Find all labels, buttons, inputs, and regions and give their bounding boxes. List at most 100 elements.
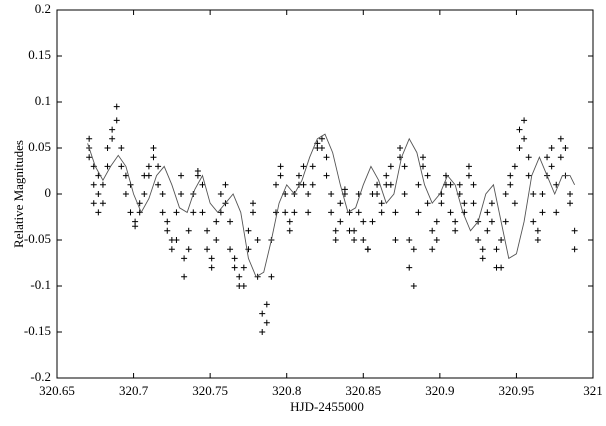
data-point	[452, 227, 459, 234]
data-point	[240, 283, 247, 289]
data-point	[438, 200, 445, 207]
data-point	[204, 227, 211, 234]
data-point	[150, 145, 157, 151]
data-point	[539, 191, 546, 197]
data-point	[155, 163, 162, 170]
data-point	[181, 273, 188, 280]
data-point	[571, 227, 578, 234]
data-point	[90, 200, 97, 207]
data-point	[109, 126, 116, 133]
data-point	[231, 255, 238, 262]
data-point	[525, 172, 532, 179]
data-point	[470, 181, 477, 188]
data-point	[548, 145, 555, 151]
data-point	[406, 237, 413, 243]
data-point	[150, 154, 157, 161]
data-point	[328, 209, 335, 216]
data-point	[181, 255, 188, 262]
x-tick-label: 320.75	[192, 383, 228, 398]
data-point	[227, 218, 234, 225]
data-point	[484, 227, 491, 234]
data-point	[461, 200, 468, 207]
data-point	[511, 163, 518, 170]
data-point	[557, 154, 564, 161]
data-point	[567, 191, 574, 197]
data-point	[479, 246, 486, 253]
data-point	[516, 145, 523, 151]
data-point	[553, 209, 560, 216]
data-point	[351, 237, 358, 243]
data-point	[113, 117, 120, 124]
data-point	[567, 200, 574, 207]
data-point	[145, 163, 152, 170]
data-point	[305, 191, 312, 197]
data-point	[185, 227, 192, 234]
model-curve	[87, 133, 576, 278]
data-point	[272, 181, 279, 188]
data-point	[194, 168, 201, 174]
data-point	[250, 200, 257, 207]
x-tick-label: 320.85	[345, 383, 381, 398]
data-point	[250, 209, 257, 216]
data-point	[525, 154, 532, 161]
data-point	[259, 310, 266, 317]
data-point	[185, 246, 192, 253]
data-point	[346, 209, 353, 216]
data-point	[530, 191, 537, 197]
data-point	[309, 163, 316, 170]
data-point	[420, 163, 427, 170]
data-point	[383, 172, 390, 179]
data-point	[217, 191, 224, 197]
data-point	[562, 145, 569, 151]
data-point	[104, 163, 111, 170]
x-tick-label: 321	[583, 383, 603, 398]
data-point	[263, 301, 270, 308]
data-point	[145, 172, 152, 179]
data-point	[493, 246, 500, 253]
data-point	[300, 181, 307, 188]
x-tick-label: 320.65	[39, 383, 75, 398]
x-tick-label: 320.7	[119, 383, 149, 398]
data-point	[530, 218, 537, 225]
data-point	[479, 255, 486, 262]
data-point	[332, 227, 339, 234]
data-point	[424, 200, 431, 207]
data-point	[498, 264, 505, 271]
data-point	[337, 218, 344, 225]
data-point	[378, 200, 385, 207]
data-point	[429, 227, 436, 234]
data-point	[236, 273, 243, 280]
data-point	[475, 237, 482, 243]
data-point	[410, 283, 417, 289]
data-point	[309, 181, 316, 188]
y-tick-label: 0	[45, 185, 52, 200]
data-point	[420, 154, 427, 161]
data-point	[539, 209, 546, 216]
data-point	[323, 154, 330, 161]
data-point	[415, 181, 422, 188]
data-point	[507, 181, 514, 188]
data-point	[429, 246, 436, 253]
data-point	[109, 135, 116, 142]
data-point	[286, 218, 293, 225]
data-point	[268, 273, 275, 280]
data-point	[99, 181, 106, 188]
data-point	[286, 227, 293, 234]
x-axis-label: HJD-2455000	[290, 399, 364, 414]
data-point	[259, 329, 266, 335]
data-point	[95, 191, 102, 197]
data-point	[291, 209, 298, 216]
data-point	[502, 191, 509, 197]
data-point	[534, 237, 541, 243]
data-point	[415, 209, 422, 216]
y-tick-label: 0.15	[28, 47, 51, 62]
data-point	[208, 255, 215, 262]
data-point	[141, 191, 148, 197]
data-point	[164, 218, 171, 225]
data-point	[424, 172, 431, 179]
data-point	[511, 200, 518, 207]
data-point	[452, 218, 459, 225]
data-point	[392, 209, 399, 216]
